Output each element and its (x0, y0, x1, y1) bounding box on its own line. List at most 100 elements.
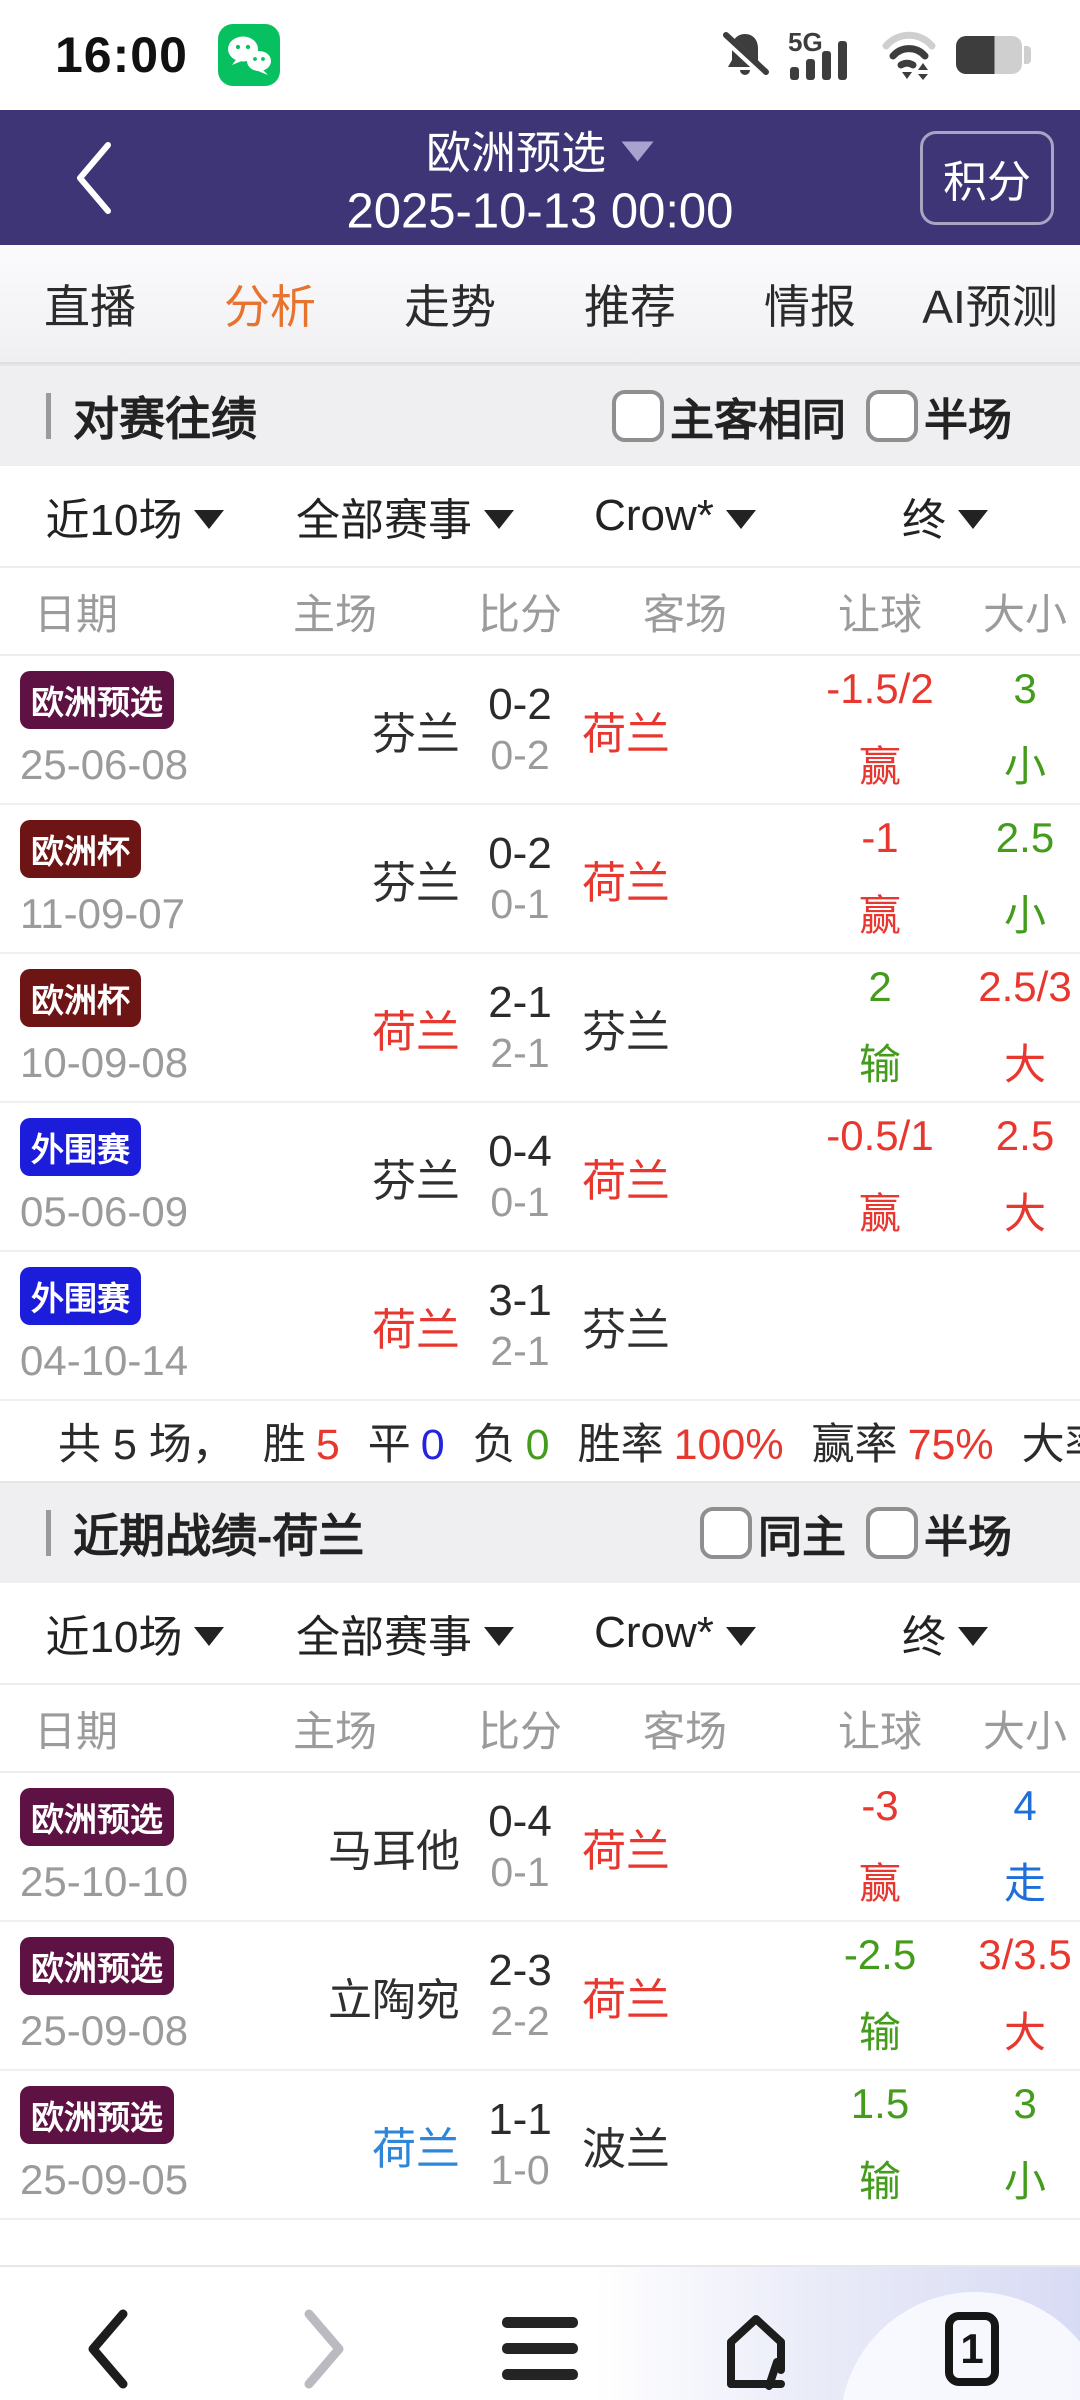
league-badge: 外围赛 (20, 1117, 141, 1176)
handicap-result: 赢 (858, 1190, 901, 1237)
nav-tabs-button[interactable]: 1 (864, 2311, 1080, 2386)
sections-root: 对赛往绩 主客相同 半场 近10场 全部赛事 Crow* 终 日期 主场 比分 客场 让球 大小 … (0, 364, 1080, 2220)
handicap-result: 赢 (858, 1860, 901, 1907)
checkbox-item[interactable]: 主客相同 (612, 384, 846, 448)
column-header: 客场 (642, 1707, 727, 1755)
filter-dropdown[interactable]: 近10场 (0, 1601, 270, 1665)
wifi-icon (882, 31, 936, 80)
checkbox-box[interactable] (612, 390, 664, 442)
score-fulltime: 0-4 (488, 1126, 552, 1176)
away-team: 芬兰 (582, 1007, 670, 1057)
over-under-cell: 3 小 (970, 2071, 1080, 2218)
summary-stat-label: 平 (367, 1421, 411, 1469)
handicap-value: -0.5/1 (826, 1112, 934, 1159)
over-under-value: 2.5/3 (978, 963, 1072, 1010)
date-cell: 欧洲预选 25-09-05 (0, 2071, 210, 2218)
checkbox-item[interactable]: 同主 (700, 1501, 846, 1565)
handicap-cell: -0.5/1 赢 (790, 1103, 970, 1250)
filter-dropdown[interactable]: 终 (810, 484, 1080, 548)
over-under-cell: 2.5 大 (970, 1103, 1080, 1250)
summary-stat-value: 0 (420, 1421, 445, 1469)
away-team: 荷兰 (582, 709, 670, 759)
score-cell: 2-1 2-1 (460, 954, 580, 1101)
home-team: 荷兰 (372, 1305, 460, 1355)
match-row[interactable]: 外围赛 04-10-14 荷兰 3-1 2-1 芬兰 (0, 1252, 1080, 1401)
match-row[interactable]: 外围赛 05-06-09 芬兰 0-4 0-1 荷兰 -0.5/1 赢 2.5 … (0, 1103, 1080, 1252)
column-header: 主场 (292, 1707, 377, 1755)
match-row[interactable]: 欧洲预选 25-10-10 马耳他 0-4 0-1 荷兰 -3 赢 4 走 (0, 1773, 1080, 1922)
tab-6[interactable]: AI预测 (922, 280, 1058, 333)
checkbox-box[interactable] (866, 1507, 918, 1559)
tab-2[interactable]: 分析 (224, 280, 316, 333)
summary-stat-label: 大率 (1021, 1421, 1080, 1469)
filter-dropdown[interactable]: 近10场 (0, 484, 270, 548)
match-date: 04-10-14 (20, 1336, 189, 1384)
tab-1[interactable]: 直播 (44, 280, 136, 333)
match-row[interactable]: 欧洲预选 25-09-05 荷兰 1-1 1-0 波兰 1.5 输 3 小 (0, 2071, 1080, 2220)
checkbox-item[interactable]: 半场 (866, 384, 1012, 448)
score-cell: 0-2 0-2 (460, 656, 580, 803)
match-date: 25-06-08 (20, 740, 189, 788)
match-date: 11-09-07 (20, 889, 186, 937)
handicap-result: 赢 (858, 892, 901, 939)
score-fulltime: 0-4 (488, 1796, 552, 1846)
match-row[interactable]: 欧洲杯 11-09-07 芬兰 0-2 0-1 荷兰 -1 赢 2.5 小 (0, 805, 1080, 954)
accent-bar (46, 393, 51, 439)
handicap-result: 输 (858, 2158, 901, 2205)
away-team: 荷兰 (582, 858, 670, 908)
nav-back-button[interactable] (0, 2308, 216, 2390)
summary-stat-value: 5 (315, 1421, 340, 1469)
handicap-value: -2.5 (843, 1931, 917, 1978)
handicap-cell: 2 输 (790, 954, 970, 1101)
stats-section: 对赛往绩 主客相同 半场 近10场 全部赛事 Crow* 终 日期 主场 比分 客场 让球 大小 … (0, 364, 1080, 1481)
nav-home-button[interactable] (648, 2308, 864, 2390)
signal-bars-icon: 5G (788, 29, 847, 80)
match-row[interactable]: 欧洲预选 25-09-08 立陶宛 2-3 2-2 荷兰 -2.5 输 3/3.… (0, 1922, 1080, 2071)
over-under-value: 2.5 (995, 814, 1055, 861)
score-fulltime: 2-1 (488, 977, 552, 1027)
checkbox-item[interactable]: 半场 (866, 1501, 1012, 1565)
over-under-value: 3 (1013, 2080, 1037, 2127)
tab-5[interactable]: 情报 (764, 280, 856, 333)
over-under-cell (970, 1252, 1080, 1399)
summary-stat-label: 胜率 (577, 1421, 664, 1469)
tab-count-badge: 1 (945, 2311, 999, 2386)
over-under-cell: 3 小 (970, 656, 1080, 803)
checkbox-box[interactable] (700, 1507, 752, 1559)
checkbox-group: 同主 半场 (700, 1501, 1080, 1565)
handicap-value: -1 (861, 814, 899, 861)
over-under-result: 走 (1003, 1860, 1046, 1907)
points-button[interactable]: 积分 (920, 130, 1054, 225)
score-cell: 2-3 2-2 (460, 1922, 580, 2069)
match-date: 05-06-09 (20, 1187, 189, 1235)
filter-label: 终 (902, 496, 946, 545)
over-under-value: 2.5 (995, 1112, 1055, 1159)
over-under-result: 小 (1003, 743, 1046, 790)
tab-4[interactable]: 推荐 (584, 280, 676, 333)
back-button[interactable] (70, 139, 116, 217)
match-row[interactable]: 欧洲杯 10-09-08 荷兰 2-1 2-1 芬兰 2 输 2.5/3 大 (0, 954, 1080, 1103)
filter-dropdown[interactable]: 全部赛事 (270, 484, 540, 548)
nav-menu-button[interactable] (432, 2317, 648, 2380)
home-icon (727, 2314, 785, 2390)
filter-dropdown[interactable]: 终 (810, 1601, 1080, 1665)
filter-dropdown[interactable]: 全部赛事 (270, 1601, 540, 1665)
filter-dropdown[interactable]: Crow* (540, 1608, 810, 1658)
tab-3[interactable]: 走势 (404, 280, 496, 333)
over-under-result: 大 (1003, 1190, 1046, 1237)
checkbox-box[interactable] (866, 390, 918, 442)
caret-down-icon (194, 1626, 225, 1646)
table-rows: 欧洲预选 25-06-08 芬兰 0-2 0-2 荷兰 -1.5/2 赢 3 小… (0, 656, 1080, 1401)
score-cell: 3-1 2-1 (460, 1252, 580, 1399)
league-selector[interactable]: 欧洲预选 (347, 116, 734, 181)
filter-label: 近10场 (45, 496, 183, 545)
nav-forward-button[interactable] (216, 2308, 432, 2390)
caret-down-icon (958, 1626, 988, 1646)
score-halftime: 2-1 (490, 1328, 550, 1375)
column-header: 比分 (477, 1707, 562, 1755)
handicap-value: -3 (861, 1782, 899, 1829)
handicap-cell: -1 赢 (790, 805, 970, 952)
filter-dropdown[interactable]: Crow* (540, 491, 810, 541)
match-row[interactable]: 欧洲预选 25-06-08 芬兰 0-2 0-2 荷兰 -1.5/2 赢 3 小 (0, 656, 1080, 805)
